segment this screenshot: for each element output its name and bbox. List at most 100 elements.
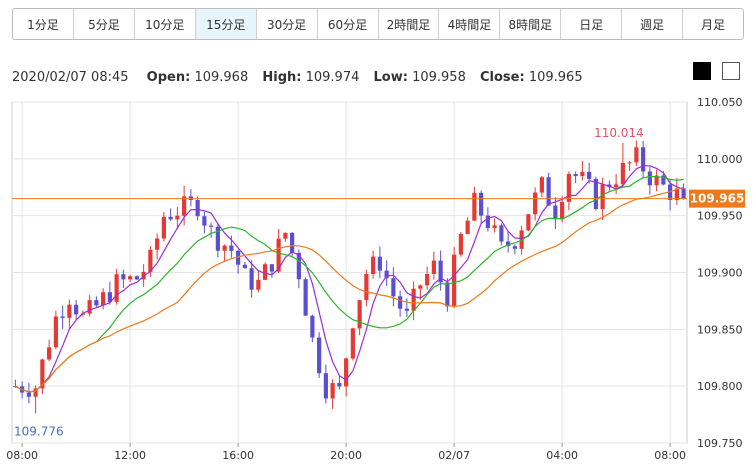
- info-open-value: 109.968: [194, 70, 249, 85]
- candle-body: [94, 300, 99, 306]
- tab-10[interactable]: 週足: [622, 9, 684, 39]
- candle-body: [47, 347, 52, 360]
- tab-7[interactable]: 4時間足: [439, 9, 501, 39]
- candle-body: [519, 230, 524, 249]
- info-low-value: 109.958: [412, 70, 466, 85]
- info-close-label: Close:: [480, 70, 525, 85]
- x-tick-label: 20:00: [330, 449, 362, 462]
- candle-body: [134, 276, 139, 280]
- info-high-value: 109.974: [305, 70, 360, 85]
- candle-body: [566, 174, 571, 202]
- ohlc-info: 2020/02/07 08:45 Open: 109.968 High: 109…: [12, 70, 583, 85]
- dark-theme-button[interactable]: [693, 62, 711, 80]
- info-high-label: High:: [262, 70, 302, 85]
- high-annotation: 110.014: [594, 126, 644, 140]
- axes: 110.050 110.000 109.950 109.900 109.850 109.8…: [6, 96, 742, 462]
- tab-6[interactable]: 2時間足: [378, 9, 440, 39]
- candle-body: [242, 264, 247, 269]
- candle-body: [148, 249, 153, 272]
- candle-body: [627, 162, 632, 164]
- tab-8[interactable]: 8時間足: [500, 9, 562, 39]
- tab-2[interactable]: 10分足: [134, 9, 196, 39]
- candle-body: [398, 296, 403, 309]
- candle-body: [580, 171, 585, 177]
- info-close-value: 109.965: [528, 70, 583, 85]
- tab-1[interactable]: 5分足: [73, 9, 135, 39]
- candle-body: [350, 328, 355, 359]
- candle-body: [641, 147, 646, 172]
- candle-body: [573, 174, 578, 177]
- x-tick-label: 08:00: [654, 449, 686, 462]
- candle-body: [411, 288, 416, 311]
- candle-body: [168, 216, 173, 220]
- candle-body: [614, 184, 619, 188]
- candle-body: [546, 177, 551, 206]
- moving-averages: [15, 165, 684, 393]
- candle-body: [506, 241, 511, 247]
- info-low-label: Low:: [373, 70, 408, 85]
- info-datetime: 2020/02/07 08:45: [12, 70, 129, 85]
- candle-body: [634, 147, 639, 163]
- y-tick-label: 109.950: [697, 210, 743, 223]
- y-tick-label: 110.000: [697, 153, 743, 166]
- candle-body: [330, 383, 335, 399]
- candle-body: [33, 388, 38, 397]
- x-tick-label: 16:00: [222, 449, 254, 462]
- candle-body: [26, 392, 31, 397]
- candle-body: [182, 196, 187, 216]
- candle-body: [60, 316, 65, 318]
- candle-body: [215, 226, 220, 251]
- y-tick-label: 109.850: [697, 323, 743, 336]
- candle-body: [384, 270, 389, 279]
- tab-0[interactable]: 1分足: [13, 9, 74, 39]
- ma-line-13: [15, 175, 684, 393]
- candle-body: [533, 192, 538, 215]
- candle-body: [290, 232, 295, 253]
- info-open-label: Open:: [146, 70, 191, 85]
- candle-body: [107, 292, 112, 302]
- tab-4[interactable]: 30分足: [256, 9, 318, 39]
- candle-body: [391, 278, 396, 297]
- candle-body: [357, 300, 362, 329]
- tab-3[interactable]: 15分足: [195, 9, 257, 39]
- candle-body: [155, 238, 160, 250]
- candle-body: [458, 233, 463, 255]
- candle-body: [560, 201, 565, 220]
- candle-body: [74, 304, 79, 315]
- tab-5[interactable]: 60分足: [317, 9, 379, 39]
- candle-body: [654, 175, 659, 186]
- candle-body: [492, 225, 497, 229]
- tab-11[interactable]: 月足: [683, 9, 743, 39]
- candle-body: [587, 171, 592, 179]
- candle-body: [485, 215, 490, 229]
- annotations: 109.965 110.014 109.776: [12, 126, 745, 438]
- candle-body: [283, 232, 288, 239]
- candle-body: [364, 274, 369, 301]
- x-tick-label: 02/07: [438, 449, 470, 462]
- light-theme-button[interactable]: [722, 62, 740, 80]
- candle-body: [465, 220, 470, 234]
- candle-body: [452, 254, 457, 307]
- candle-body: [101, 292, 106, 306]
- candle-body: [276, 238, 281, 272]
- candle-body: [87, 300, 92, 314]
- candle-body: [593, 178, 598, 209]
- candle-body: [553, 205, 558, 220]
- candle-body: [445, 282, 450, 307]
- ma-line-5: [15, 165, 684, 393]
- candle-body: [256, 279, 261, 290]
- candle-body: [249, 268, 254, 290]
- candle-body: [539, 177, 544, 193]
- candle-body: [647, 171, 652, 186]
- tab-9[interactable]: 日足: [561, 9, 623, 39]
- candle-body: [438, 260, 443, 283]
- candle-body: [661, 175, 666, 185]
- candle-body: [323, 373, 328, 399]
- candle-body: [269, 264, 274, 272]
- candle-body: [472, 192, 477, 221]
- timeframe-tabs: 1分足 5分足 10分足 15分足 30分足 60分足 2時間足 4時間足 8時間足 日足 週足 月足: [12, 8, 744, 40]
- candle-body: [303, 279, 308, 316]
- current-price-label: 109.965: [690, 192, 745, 206]
- candle-body: [337, 383, 342, 387]
